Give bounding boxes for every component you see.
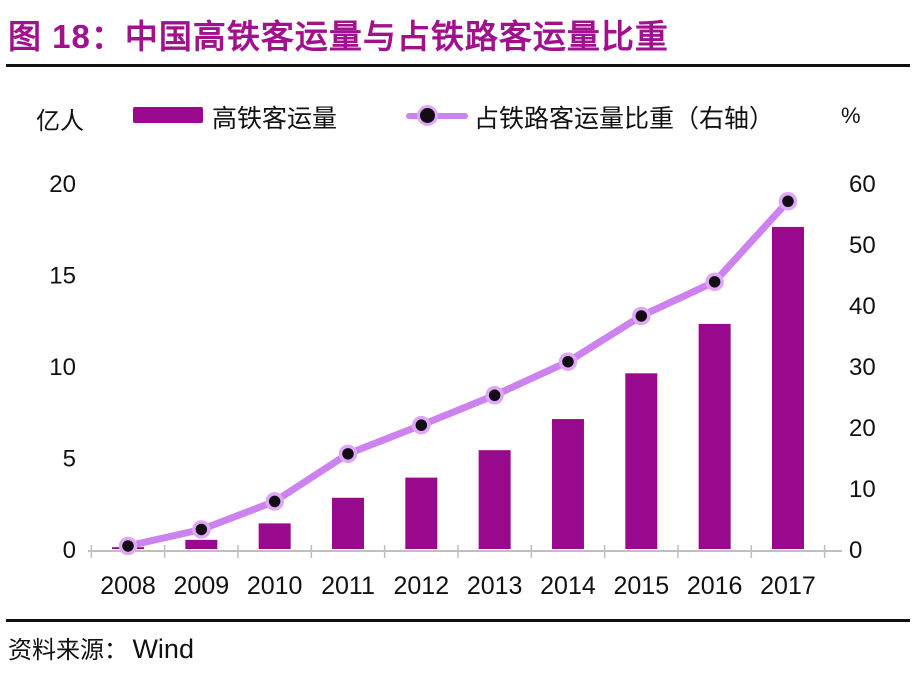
left-axis-tick-label: 5: [63, 446, 76, 473]
line-marker-2016: [705, 272, 724, 292]
left-axis-tick-label: 0: [63, 537, 76, 564]
bar-2010: [258, 523, 291, 549]
x-axis-label-2016: 2016: [687, 572, 743, 600]
line-marker-2009: [192, 520, 211, 539]
legend-line-marker-icon: [417, 105, 438, 126]
line-marker-2017: [778, 192, 798, 211]
x-axis-label-2013: 2013: [467, 572, 523, 600]
legend-line-label: 占铁路客运量比重（右轴）: [474, 105, 775, 133]
right-axis-tick-label: 40: [849, 293, 876, 320]
bar-2016: [698, 323, 731, 549]
share-line: [124, 197, 792, 550]
source-label: 资料来源：: [8, 638, 128, 664]
x-axis-label-2017: 2017: [760, 572, 816, 600]
x-axis-label-2015: 2015: [613, 572, 669, 600]
bar-2012: [405, 477, 438, 549]
legend-bar-swatch: [133, 107, 203, 123]
bar-2013: [478, 450, 511, 549]
x-axis-label-2011: 2011: [321, 572, 375, 600]
footer-divider: [6, 619, 910, 622]
left-axis-tick-label: 10: [49, 354, 76, 381]
figure-title: 图 18：中国高铁客运量与占铁路客运量比重: [8, 18, 669, 55]
x-axis-label-2008: 2008: [100, 572, 156, 600]
x-axis-label-2012: 2012: [394, 572, 450, 600]
right-axis-tick-label: 60: [849, 171, 876, 198]
legend-bar-label: 高铁客运量: [212, 105, 338, 133]
source-value: Wind: [132, 634, 194, 664]
line-marker-2014: [558, 352, 578, 371]
x-axis-label-2010: 2010: [247, 572, 303, 600]
line-marker-2013: [485, 386, 504, 405]
line-marker-2012: [412, 415, 431, 435]
left-axis-tick-label: 15: [49, 263, 76, 290]
line-marker-2008: [118, 536, 138, 556]
bar-2014: [551, 419, 584, 549]
bar-2009: [185, 539, 218, 549]
right-axis-tick-label: 50: [849, 232, 876, 259]
line-marker-2015: [632, 306, 651, 326]
right-axis-tick-label: 10: [849, 476, 876, 503]
right-axis-tick-label: 0: [849, 537, 862, 564]
line-marker-2010: [265, 492, 284, 511]
bar-2017: [771, 226, 804, 550]
left-axis-unit: 亿人: [36, 108, 84, 135]
title-divider: [6, 64, 910, 67]
right-axis-tick-label: 20: [849, 415, 876, 442]
line-marker-2011: [338, 444, 358, 464]
x-axis-label-2014: 2014: [540, 572, 596, 600]
x-axis-label-2009: 2009: [174, 572, 230, 600]
right-axis-tick-label: 30: [849, 354, 876, 381]
bar-2015: [625, 373, 658, 549]
right-axis-unit: %: [841, 103, 861, 128]
bar-2011: [331, 497, 364, 549]
source-note: 资料来源： Wind: [8, 630, 194, 665]
left-axis-tick-label: 20: [49, 171, 76, 198]
